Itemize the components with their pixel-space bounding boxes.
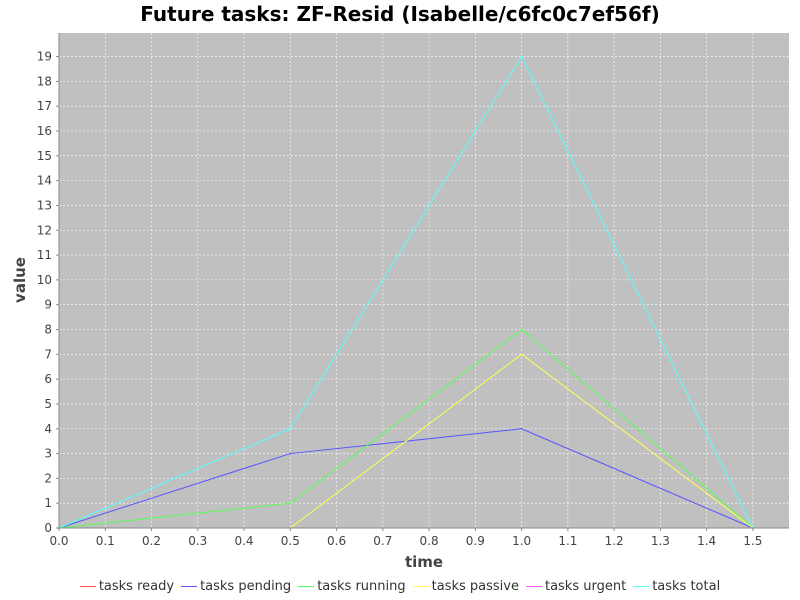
x-tick-label: 0.1	[96, 534, 115, 548]
legend-item: tasks passive	[412, 579, 519, 594]
data-point	[520, 55, 523, 58]
legend-swatch	[525, 586, 542, 587]
data-point	[289, 452, 292, 455]
x-tick-label: 0.7	[373, 534, 392, 548]
x-tick-label: 1.2	[605, 534, 624, 548]
y-tick-label: 12	[37, 223, 52, 237]
legend-label: tasks passive	[431, 579, 519, 594]
y-tick-label: 13	[37, 198, 52, 212]
legend-swatch	[181, 586, 198, 587]
x-tick-label: 0.8	[420, 534, 439, 548]
legend-label: tasks running	[317, 579, 406, 594]
legend-swatch	[79, 586, 96, 587]
data-point	[289, 502, 292, 504]
x-tick-label: 0.3	[188, 534, 207, 548]
x-axis-label: time	[405, 553, 443, 571]
y-tick-label: 0	[44, 521, 52, 535]
legend-swatch	[633, 586, 650, 587]
legend-swatch	[412, 586, 429, 587]
x-tick-label: 0.5	[281, 534, 300, 548]
legend-label: tasks pending	[200, 579, 292, 594]
data-point	[289, 427, 292, 430]
x-tick-label: 1.1	[558, 534, 577, 548]
legend-label: tasks urgent	[544, 579, 627, 594]
chart-title: Future tasks: ZF-Resid (Isabelle/c6fc0c7…	[140, 2, 660, 26]
y-tick-label: 8	[44, 323, 52, 337]
legend-item: tasks ready	[79, 579, 175, 594]
legend-swatch	[298, 586, 315, 587]
y-tick-label: 11	[37, 248, 52, 262]
y-tick-label: 14	[37, 174, 52, 188]
plot-area	[59, 33, 789, 528]
legend-item: tasks urgent	[525, 579, 627, 594]
y-tick-label: 2	[44, 471, 52, 485]
data-point	[520, 353, 523, 356]
data-point	[520, 328, 523, 331]
x-tick-label: 1.3	[651, 534, 670, 548]
y-tick-label: 17	[37, 99, 52, 113]
legend-item: tasks total	[633, 579, 720, 594]
y-tick-label: 16	[37, 124, 52, 138]
y-tick-label: 6	[44, 372, 52, 386]
legend: tasks ready tasks pending tasks running tas…	[0, 579, 800, 594]
x-tick-label: 0.6	[327, 534, 346, 548]
x-tick-label: 0.2	[142, 534, 161, 548]
y-tick-label: 15	[37, 149, 52, 163]
y-axis-label: value	[11, 257, 29, 303]
legend-item: tasks running	[298, 579, 406, 594]
x-tick-label: 1.0	[512, 534, 531, 548]
x-tick-label: 0.4	[234, 534, 253, 548]
data-point	[520, 427, 523, 430]
y-tick-label: 4	[44, 422, 52, 436]
legend-label: tasks total	[652, 579, 721, 594]
x-tick-label: 1.4	[697, 534, 716, 548]
y-tick-label: 19	[37, 50, 52, 64]
y-tick-label: 1	[44, 496, 52, 510]
y-tick-label: 3	[44, 447, 52, 461]
y-tick-label: 18	[37, 74, 52, 88]
series-line-tasks-running	[58, 328, 754, 529]
y-tick-label: 10	[37, 273, 52, 287]
y-tick-label: 9	[44, 298, 52, 312]
legend-item: tasks pending	[181, 579, 291, 594]
series-line-tasks-total	[58, 55, 754, 529]
x-tick-label: 0.0	[49, 534, 68, 548]
y-tick-label: 7	[44, 347, 52, 361]
legend-label: tasks ready	[98, 579, 175, 594]
x-tick-label: 0.9	[466, 534, 485, 548]
x-tick-label: 1.5	[743, 534, 762, 548]
y-tick-label: 5	[44, 397, 52, 411]
